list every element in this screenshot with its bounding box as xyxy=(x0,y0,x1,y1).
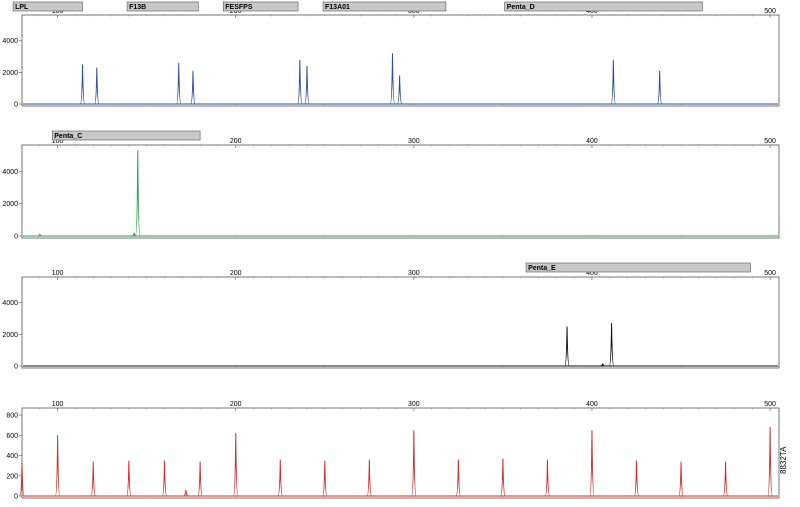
y-tick-label: 400 xyxy=(6,453,18,460)
y-tick-label: 0 xyxy=(14,234,18,241)
trace-peak xyxy=(304,66,310,105)
trace-peak xyxy=(183,489,189,497)
trace-peak xyxy=(197,461,203,497)
x-tick-label: 300 xyxy=(408,401,420,408)
x-tick-label: 300 xyxy=(408,270,420,277)
x-tick-label: 500 xyxy=(764,270,776,277)
trace-peak xyxy=(389,53,396,105)
trace-peak xyxy=(135,150,141,237)
y-tick-label: 0 xyxy=(14,494,18,501)
locus-marker-label: Penta_E xyxy=(528,265,556,272)
x-tick-label: 400 xyxy=(586,8,598,15)
x-tick-label: 400 xyxy=(586,270,598,277)
y-tick-label: 0 xyxy=(14,102,18,109)
y-tick-label: 0 xyxy=(14,364,18,371)
trace-peak xyxy=(54,435,61,497)
panel-red: 100 200 300 400 500 0 200 400 600 800 xyxy=(6,401,780,501)
x-tick-label: 300 xyxy=(408,138,420,145)
y-tick-label: 200 xyxy=(6,473,18,480)
trace-peak xyxy=(656,70,663,105)
locus-marker-label: LPL xyxy=(15,4,29,11)
panel-blue: 100 200 300 400 500 0 2000 4000 LPL F13B FESFPS F13… xyxy=(2,1,780,109)
plot-frame xyxy=(21,14,780,107)
y-tick-label: 800 xyxy=(6,413,18,420)
trace-peak xyxy=(79,64,86,105)
locus-marker xyxy=(525,262,751,273)
panel-green: 100 200 300 400 500 0 2000 4000 Penta_C xyxy=(2,130,780,241)
locus-marker xyxy=(12,1,83,12)
trace-peak xyxy=(564,326,570,367)
x-tick-label: 400 xyxy=(586,401,598,408)
trace-peak xyxy=(722,461,729,497)
x-tick-label: 200 xyxy=(230,138,242,145)
trace-peak xyxy=(37,232,43,237)
trace-peak xyxy=(19,462,25,497)
figure-id-label: 8832TA xyxy=(779,446,788,474)
trace-peak xyxy=(161,460,168,497)
x-tick-label: 400 xyxy=(586,138,598,145)
trace-peak xyxy=(767,427,773,497)
locus-marker-label: Penta_C xyxy=(54,133,82,140)
locus-marker xyxy=(322,1,447,12)
x-tick-label: 100 xyxy=(52,138,64,145)
trace-peak xyxy=(94,67,100,105)
x-tick-label: 100 xyxy=(52,8,64,15)
x-tick-label: 300 xyxy=(408,8,420,15)
trace-peak xyxy=(610,59,617,105)
y-tick-label: 4000 xyxy=(2,169,18,176)
plot-frame xyxy=(21,144,780,239)
locus-marker-label: F13A01 xyxy=(325,4,350,11)
x-tick-label: 500 xyxy=(764,401,776,408)
x-tick-label: 500 xyxy=(764,138,776,145)
locus-marker-label: Penta_D xyxy=(507,4,535,11)
trace-peak xyxy=(297,59,303,105)
x-tick-label: 100 xyxy=(52,270,64,277)
locus-marker xyxy=(504,1,703,12)
trace-peak xyxy=(366,459,373,497)
y-tick-label: 2000 xyxy=(2,332,18,339)
plot-frame xyxy=(21,407,780,499)
trace-peak xyxy=(600,363,605,367)
trace-peak xyxy=(131,232,137,237)
locus-marker xyxy=(51,130,201,141)
trace-peak xyxy=(322,460,328,497)
trace-peak xyxy=(608,323,615,367)
trace-peak xyxy=(90,461,96,497)
locus-marker-label: FESFPS xyxy=(225,4,253,11)
y-tick-label: 2000 xyxy=(2,70,18,77)
trace-peak xyxy=(396,75,403,105)
y-tick-label: 4000 xyxy=(2,300,18,307)
locus-marker xyxy=(126,1,199,12)
trace-peak xyxy=(544,459,551,497)
x-tick-label: 200 xyxy=(230,401,242,408)
x-tick-label: 200 xyxy=(230,270,242,277)
y-tick-label: 600 xyxy=(6,433,18,440)
locus-marker-label: F13B xyxy=(129,4,146,11)
x-tick-label: 200 xyxy=(230,8,242,15)
x-tick-label: 500 xyxy=(764,8,776,15)
x-tick-label: 100 xyxy=(52,401,64,408)
y-tick-label: 2000 xyxy=(2,201,18,208)
trace-peak xyxy=(277,459,283,497)
trace-peak xyxy=(589,430,595,497)
locus-marker xyxy=(222,1,299,12)
trace-peak xyxy=(126,460,132,497)
trace-peak xyxy=(455,459,462,497)
trace-peak xyxy=(190,70,196,105)
trace-peak xyxy=(678,461,684,497)
panel-black: 100 200 300 400 500 0 2000 4000 Penta_E xyxy=(2,262,780,371)
y-tick-label: 4000 xyxy=(2,38,18,45)
trace-peak xyxy=(500,458,506,497)
plot-frame xyxy=(21,276,780,369)
trace-peak xyxy=(633,460,640,497)
trace-peak xyxy=(411,430,417,497)
trace-peak xyxy=(233,433,239,497)
trace-peak xyxy=(176,62,182,105)
